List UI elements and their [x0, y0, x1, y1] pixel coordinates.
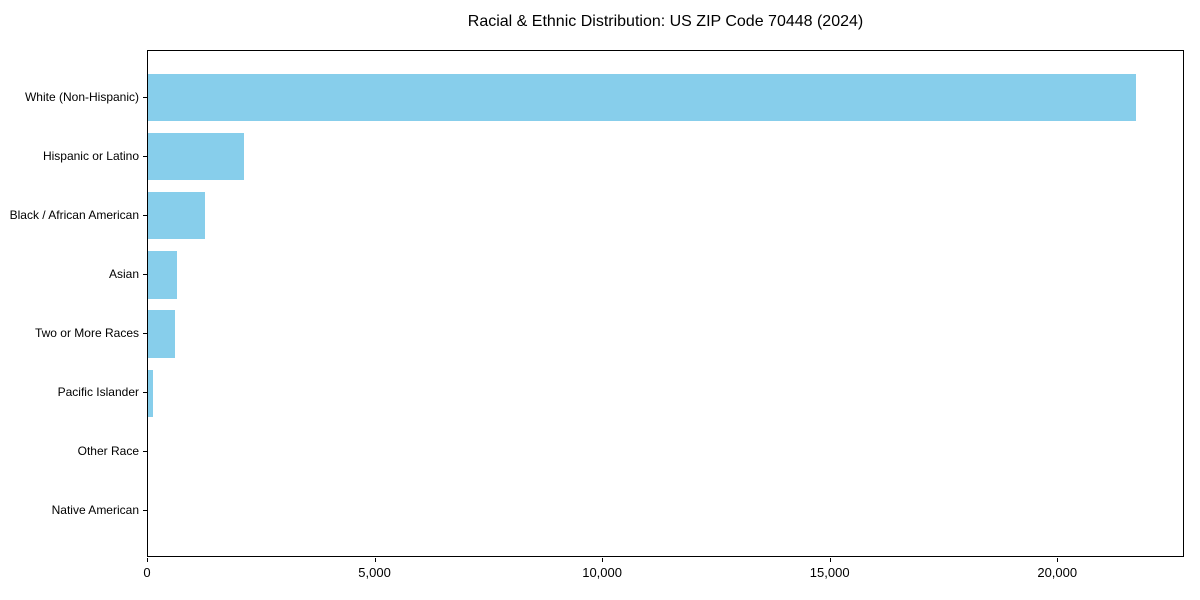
plot-area	[147, 50, 1184, 557]
x-tick-label: 0	[143, 565, 151, 580]
x-tick-mark	[1057, 558, 1059, 562]
x-tick-label: 10,000	[582, 565, 622, 580]
y-tick-label: Two or More Races	[34, 326, 139, 341]
bar	[148, 310, 175, 358]
y-tick-mark	[143, 214, 147, 216]
chart-title: Racial & Ethnic Distribution: US ZIP Cod…	[467, 13, 864, 30]
y-tick-mark	[143, 273, 147, 275]
y-tick-label: Pacific Islander	[57, 385, 139, 400]
y-tick-label: Native American	[51, 503, 139, 518]
y-tick-label: Asian	[108, 266, 139, 281]
y-tick-label: Other Race	[77, 444, 139, 459]
bar	[148, 369, 154, 417]
bar	[148, 251, 177, 299]
y-tick-mark	[143, 96, 147, 98]
x-tick-label: 15,000	[809, 565, 850, 580]
bar	[148, 74, 1136, 122]
bar	[148, 192, 205, 240]
y-tick-label: White (Non-Hispanic)	[24, 89, 139, 104]
y-tick-label: Black / African American	[9, 207, 139, 222]
bar	[148, 133, 244, 181]
y-tick-mark	[143, 155, 147, 157]
y-tick-mark	[143, 510, 147, 512]
y-tick-mark	[143, 451, 147, 453]
y-tick-mark	[143, 392, 147, 394]
y-tick-mark	[143, 333, 147, 335]
x-tick-label: 20,000	[1037, 565, 1078, 580]
x-tick-label: 5,000	[358, 565, 391, 580]
x-tick-mark	[602, 558, 604, 562]
y-tick-label: Hispanic or Latino	[42, 148, 139, 163]
x-tick-mark	[829, 558, 831, 562]
x-tick-mark	[147, 558, 148, 562]
x-tick-mark	[374, 558, 376, 562]
